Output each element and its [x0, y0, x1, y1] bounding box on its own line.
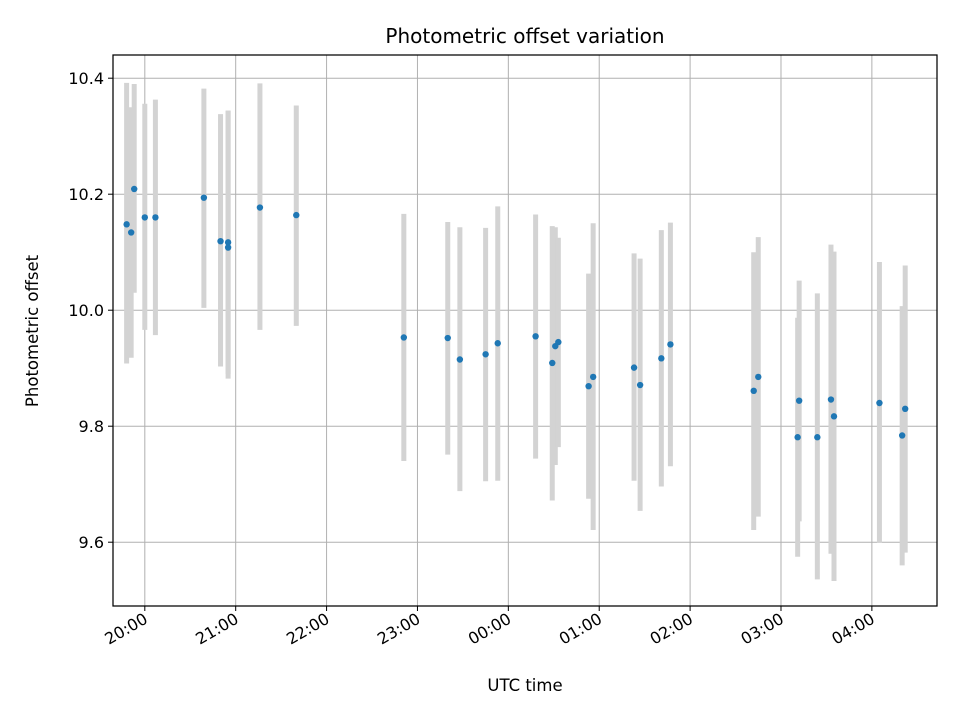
data-point: [200, 194, 208, 201]
data-point: [630, 364, 638, 371]
data-point: [658, 355, 665, 362]
data-point: [224, 244, 232, 251]
data-point: [750, 387, 757, 395]
data-point: [830, 413, 838, 420]
data-point: [898, 432, 906, 439]
data-point: [256, 204, 264, 211]
data-point: [794, 434, 801, 441]
data-point: [827, 396, 835, 403]
data-point: [123, 221, 130, 228]
data-point: [141, 214, 149, 221]
data-point: [901, 405, 909, 412]
data-point: [152, 214, 159, 221]
data-point: [482, 351, 489, 358]
y-tick-label: 10.0: [68, 301, 104, 320]
data-point: [131, 185, 138, 193]
y-tick-label: 9.6: [79, 533, 104, 552]
y-axis-ticks: 9.6 9.8 10.0 10.2 10.4: [68, 69, 113, 552]
data-point: [532, 333, 539, 340]
x-axis-label: UTC time: [487, 676, 562, 695]
chart-title: Photometric offset variation: [385, 24, 664, 48]
y-tick-label: 10.2: [68, 185, 104, 204]
data-point: [555, 338, 562, 346]
y-tick-label: 9.8: [79, 417, 104, 436]
data-point: [456, 356, 464, 363]
data-point: [589, 373, 597, 381]
data-points: [123, 185, 909, 441]
data-point: [400, 334, 408, 341]
data-point: [217, 237, 224, 245]
plot-frame: [112, 54, 938, 607]
data-point: [224, 239, 232, 246]
y-axis-label: Photometric offset: [23, 254, 42, 407]
data-point: [795, 397, 803, 404]
data-point: [494, 340, 501, 347]
data-point: [585, 382, 592, 390]
data-point: [636, 381, 644, 389]
data-point: [876, 399, 883, 407]
data-point: [549, 359, 556, 367]
data-point: [127, 229, 135, 236]
data-point: [755, 373, 762, 381]
data-point: [293, 211, 300, 219]
data-point: [667, 341, 674, 348]
data-point: [814, 434, 821, 441]
data-point: [444, 334, 451, 342]
y-tick-label: 10.4: [68, 69, 104, 88]
